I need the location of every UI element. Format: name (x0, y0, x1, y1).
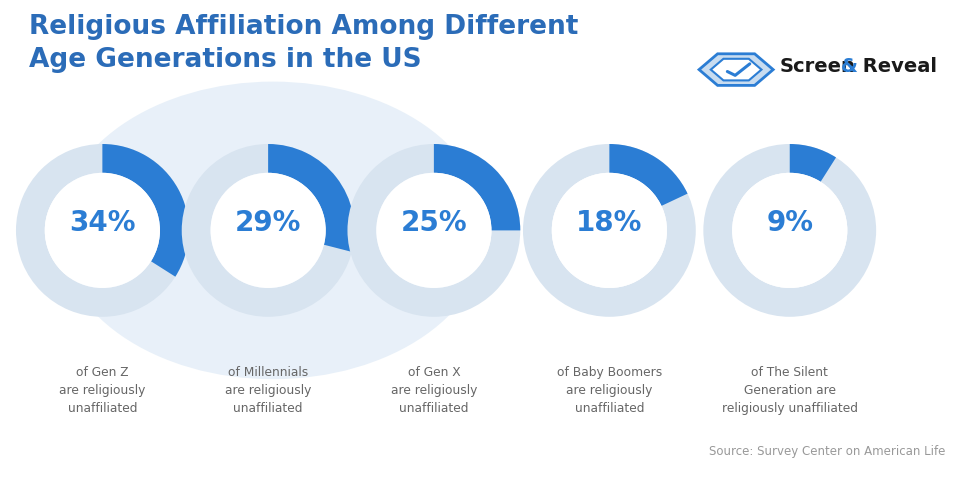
Wedge shape (181, 144, 355, 317)
Circle shape (732, 173, 847, 288)
Wedge shape (790, 144, 836, 182)
Text: of Gen Z
are religiously
unaffiliated: of Gen Z are religiously unaffiliated (59, 366, 145, 415)
Wedge shape (523, 144, 696, 317)
Circle shape (45, 173, 160, 288)
Text: 9%: 9% (766, 209, 813, 237)
Text: 29%: 29% (235, 209, 301, 237)
Wedge shape (347, 144, 521, 317)
Wedge shape (268, 144, 355, 252)
Circle shape (376, 173, 491, 288)
Text: 25%: 25% (401, 209, 467, 237)
Circle shape (211, 173, 326, 288)
Text: &: & (840, 57, 857, 76)
Text: Reveal: Reveal (856, 57, 937, 76)
Wedge shape (102, 144, 189, 276)
Text: Religious Affiliation Among Different
Age Generations in the US: Religious Affiliation Among Different Ag… (29, 14, 578, 73)
Text: of Gen X
are religiously
unaffiliated: of Gen X are religiously unaffiliated (391, 366, 477, 415)
Ellipse shape (58, 82, 488, 379)
Text: Screen: Screen (780, 57, 856, 76)
Text: 18%: 18% (576, 209, 643, 237)
Wedge shape (434, 144, 521, 230)
Text: of The Silent
Generation are
religiously unaffiliated: of The Silent Generation are religiously… (722, 366, 858, 415)
Wedge shape (703, 144, 877, 317)
Text: of Millennials
are religiously
unaffiliated: of Millennials are religiously unaffilia… (225, 366, 311, 415)
Text: Source: Survey Center on American Life: Source: Survey Center on American Life (710, 445, 946, 458)
Text: of Baby Boomers
are religiously
unaffiliated: of Baby Boomers are religiously unaffili… (557, 366, 662, 415)
Wedge shape (16, 144, 189, 317)
Wedge shape (609, 144, 687, 206)
Text: 34%: 34% (69, 209, 136, 237)
Circle shape (552, 173, 667, 288)
